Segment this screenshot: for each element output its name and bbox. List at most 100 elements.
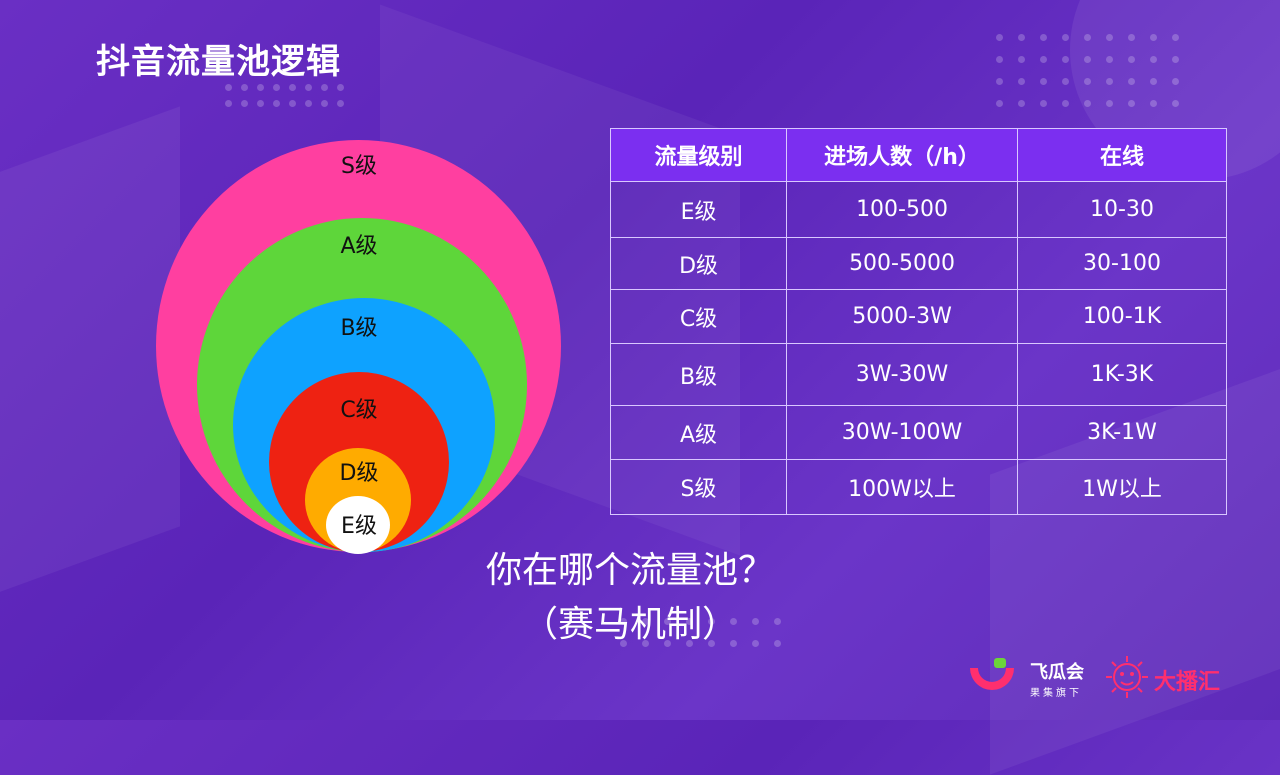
- decor-dot: [752, 640, 759, 647]
- flow-level-table: 流量级别 进场人数（/h） 在线 E级 100-500 10-30 D级 500…: [609, 128, 1228, 515]
- decor-dot: [1084, 56, 1091, 63]
- circle-label-a: A级: [340, 234, 378, 259]
- feigua-logo-subtext: 果集旗下: [1030, 688, 1082, 699]
- decor-dot: [1150, 78, 1157, 85]
- circle-label-d: D级: [339, 461, 379, 486]
- decor-dot: [289, 100, 296, 107]
- table-cell-level: C级: [609, 289, 788, 344]
- decor-dot: [1172, 78, 1179, 85]
- decor-dot: [273, 100, 280, 107]
- decor-dot: [1062, 78, 1069, 85]
- circle-label-b: B级: [340, 316, 378, 341]
- table-row: C级 5000-3W 100-1K: [609, 289, 1228, 344]
- decor-dot: [257, 100, 264, 107]
- decor-dot: [1150, 56, 1157, 63]
- decor-dot: [996, 100, 1003, 107]
- question-line-1: 你在哪个流量池？: [485, 550, 774, 591]
- decor-dot: [730, 640, 737, 647]
- decor-dot: [996, 78, 1003, 85]
- decor-dot: [708, 618, 715, 625]
- decor-dot: [664, 640, 671, 647]
- decor-dot: [996, 56, 1003, 63]
- table-cell-level: S级: [609, 459, 788, 515]
- table-cell-online: 3K-1W: [1016, 405, 1228, 460]
- decor-dot: [321, 84, 328, 91]
- decor-dot: [1084, 34, 1091, 41]
- decor-dot: [241, 100, 248, 107]
- decor-dot: [1062, 100, 1069, 107]
- circle-label-e: E级: [341, 514, 377, 539]
- table-cell-online: 10-30: [1016, 181, 1228, 238]
- decor-dot: [1018, 34, 1025, 41]
- decor-dot: [1106, 78, 1113, 85]
- decor-dot: [1128, 34, 1135, 41]
- table-cell-level: E级: [609, 181, 788, 238]
- decor-dot: [1062, 34, 1069, 41]
- table-cell-online: 1W以上: [1016, 459, 1228, 515]
- decor-dot: [1172, 100, 1179, 107]
- table-cell-visitors: 500-5000: [786, 237, 1018, 290]
- circle-label-c: C级: [340, 398, 378, 423]
- decor-dot: [774, 618, 781, 625]
- decor-dot: [996, 34, 1003, 41]
- circle-e-level: [326, 496, 390, 554]
- decor-dot: [1128, 56, 1135, 63]
- decor-dot: [225, 84, 232, 91]
- table-cell-online: 30-100: [1016, 237, 1228, 290]
- decor-dot: [686, 640, 693, 647]
- decor-dot: [1084, 78, 1091, 85]
- decor-dot: [730, 618, 737, 625]
- decor-dot: [337, 100, 344, 107]
- table-cell-level: B级: [609, 343, 788, 406]
- bg-hexagon-left: [0, 106, 180, 614]
- decor-dot: [664, 618, 671, 625]
- table-header-level: 流量级别: [609, 128, 788, 182]
- table-cell-visitors: 30W-100W: [786, 405, 1018, 460]
- decor-dot: [1062, 56, 1069, 63]
- decor-dot: [1150, 100, 1157, 107]
- decor-dot: [752, 618, 759, 625]
- decor-dot: [1040, 100, 1047, 107]
- decor-dot: [1128, 100, 1135, 107]
- decor-dot: [1106, 100, 1113, 107]
- question-text: 你在哪个流量池？ （赛马机制）: [440, 544, 820, 652]
- feigua-logo-icon: [970, 658, 1014, 690]
- circle-label-s: S级: [341, 154, 377, 179]
- decor-dot: [1018, 100, 1025, 107]
- decor-dot: [1150, 34, 1157, 41]
- decor-dot: [708, 640, 715, 647]
- decor-dot: [1106, 34, 1113, 41]
- decor-dot: [686, 618, 693, 625]
- table-header-row: 流量级别 进场人数（/h） 在线: [609, 128, 1228, 182]
- table-row: B级 3W-30W 1K-3K: [609, 343, 1228, 406]
- decor-dot: [1040, 34, 1047, 41]
- decor-dot: [241, 84, 248, 91]
- decor-dot: [337, 84, 344, 91]
- decor-dot: [1128, 78, 1135, 85]
- table-cell-visitors: 3W-30W: [786, 343, 1018, 406]
- decor-dot: [1018, 56, 1025, 63]
- table-cell-visitors: 5000-3W: [786, 289, 1018, 344]
- decor-dot: [620, 640, 627, 647]
- question-line-2: （赛马机制）: [521, 604, 738, 645]
- decor-dot: [1172, 56, 1179, 63]
- decor-dot: [273, 84, 280, 91]
- decor-dot: [1018, 78, 1025, 85]
- decor-dot: [642, 618, 649, 625]
- feigua-logo-text: 飞瓜会: [1030, 662, 1084, 683]
- decor-dot: [620, 618, 627, 625]
- decor-dot: [305, 84, 312, 91]
- table-row: A级 30W-100W 3K-1W: [609, 405, 1228, 460]
- dabohui-face-icon: [1106, 656, 1148, 698]
- table-cell-online: 100-1K: [1016, 289, 1228, 344]
- table-header-online: 在线: [1016, 128, 1228, 182]
- table-row: S级 100W以上 1W以上: [609, 459, 1228, 515]
- table-cell-online: 1K-3K: [1016, 343, 1228, 406]
- table-cell-visitors: 100W以上: [786, 459, 1018, 515]
- table-cell-visitors: 100-500: [786, 181, 1018, 238]
- decor-dot: [1040, 78, 1047, 85]
- table-header-visitors: 进场人数（/h）: [786, 128, 1018, 182]
- decor-dot: [1172, 34, 1179, 41]
- table-cell-level: A级: [609, 405, 788, 460]
- decor-dot: [1106, 56, 1113, 63]
